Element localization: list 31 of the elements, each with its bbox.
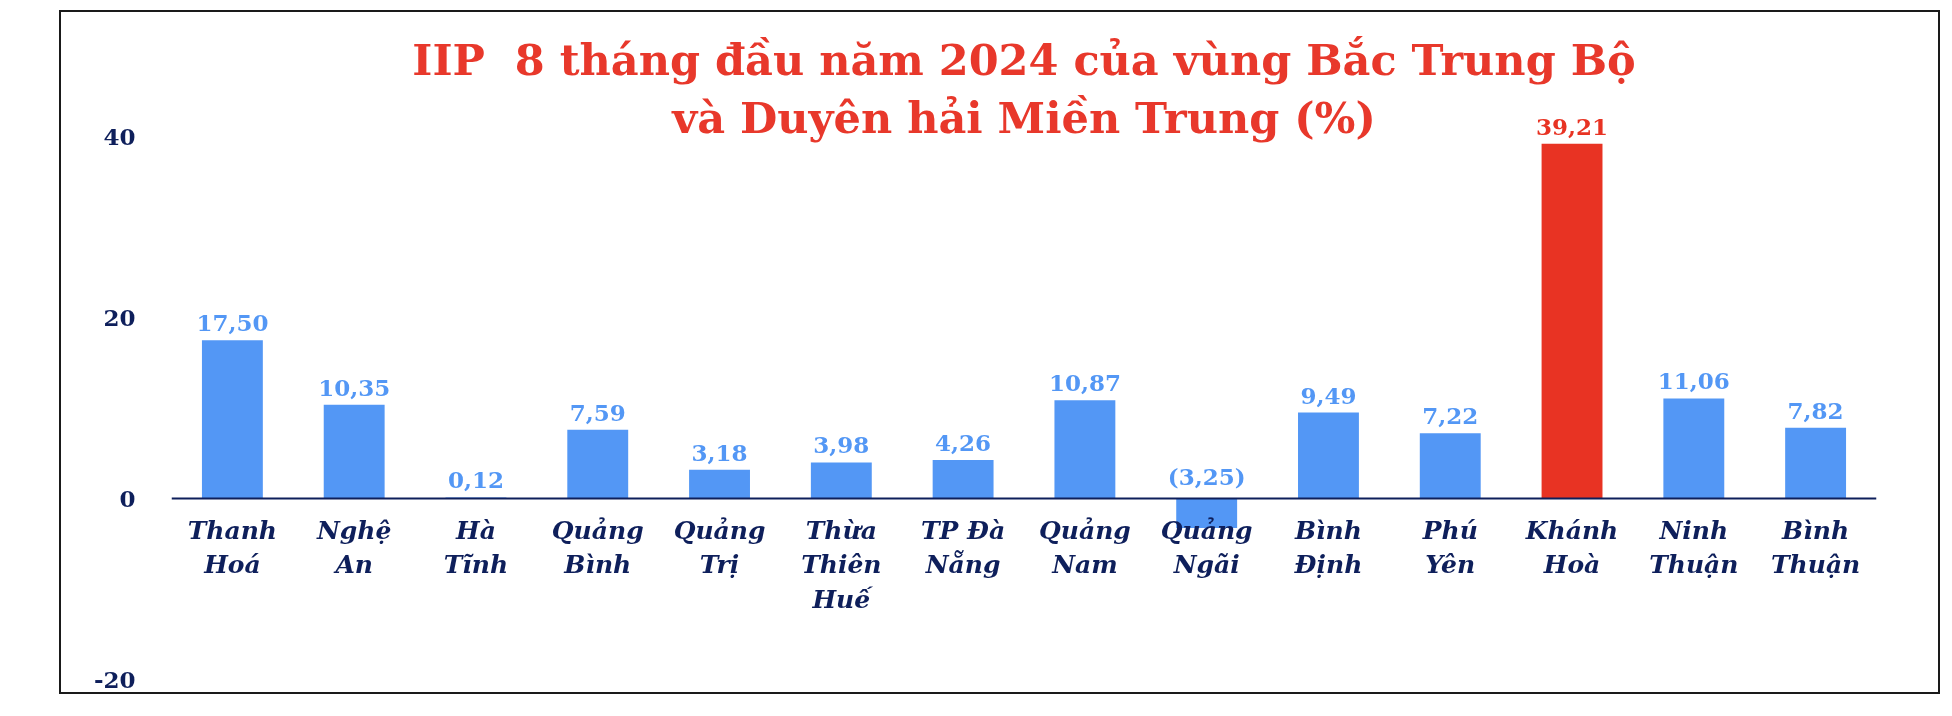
data-label: 11,06 (1657, 367, 1730, 395)
x-tick-label: Quảng Nam (1038, 515, 1131, 580)
data-label: 4,26 (935, 428, 992, 456)
x-tick-label: Quảng Trị (673, 515, 766, 580)
data-label: 9,49 (1300, 381, 1357, 409)
x-tick-label: TP Đà Nẵng (921, 515, 1006, 580)
data-label: (3,25) (1167, 462, 1246, 490)
y-tick-label: 40 (103, 122, 136, 150)
data-label: 39,21 (1536, 112, 1609, 140)
x-tick-label: Nghệ An (315, 515, 392, 580)
x-tick-label: Bình Thuận (1770, 515, 1861, 580)
y-tick-label: 20 (103, 303, 136, 331)
data-label: 3,18 (691, 438, 748, 466)
data-label: 7,82 (1787, 396, 1844, 424)
x-tick-label: Bình Định (1293, 515, 1363, 580)
data-label: 7,59 (569, 398, 626, 426)
x-tick-label: Thừa Thiên Huế (801, 515, 882, 615)
x-tick-label: Khánh Hoà (1524, 515, 1619, 580)
x-tick-label: Quảng Bình (551, 515, 644, 580)
data-label: 3,98 (813, 431, 870, 459)
y-tick-label: -20 (93, 665, 136, 693)
data-label: 10,35 (318, 373, 391, 401)
x-tick-label: Phú Yên (1421, 515, 1478, 580)
data-label: 0,12 (447, 466, 504, 494)
data-label: 7,22 (1422, 402, 1479, 430)
data-label: 10,87 (1048, 369, 1121, 397)
y-tick-label: 0 (119, 484, 136, 512)
data-label: 17,50 (196, 309, 269, 337)
x-tick-label: Hà Tĩnh (443, 515, 509, 580)
x-tick-label: Thanh Hoá (187, 515, 278, 580)
x-tick-label: Ninh Thuận (1649, 515, 1739, 580)
